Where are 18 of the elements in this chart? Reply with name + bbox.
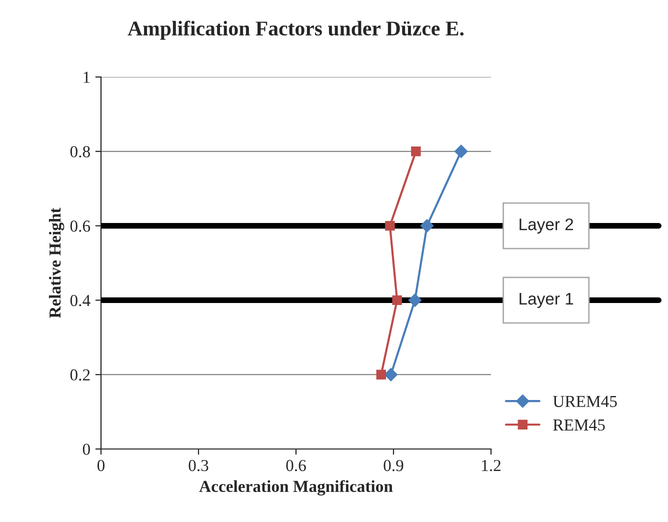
x-tick-label: 0.6: [286, 460, 306, 472]
y-axis-title: Relative Height: [48, 208, 64, 318]
y-tick-label: 1: [84, 72, 90, 83]
ref-line-label: Layer 2: [520, 218, 574, 234]
y-tick-label: 0.6: [70, 220, 90, 232]
x-tick-label: 1.2: [482, 460, 500, 472]
y-tick-label: 0.4: [70, 294, 90, 306]
x-tick-label: 0.3: [188, 460, 208, 472]
x-tick-label: 0.9: [384, 460, 404, 472]
y-tick-label: 0: [82, 444, 90, 455]
x-axis-title: Acceleration Magnification: [199, 480, 393, 496]
legend-label: REM45: [553, 419, 605, 431]
ref-line-label: Layer 1: [520, 293, 574, 308]
chart-title: Amplification Factors under Düzce E.: [128, 20, 464, 40]
x-tick-label: 0: [97, 460, 105, 472]
y-tick-label: 0.2: [70, 369, 90, 381]
legend-label: UREM45: [553, 396, 617, 408]
y-tick-label: 0.8: [70, 146, 90, 158]
